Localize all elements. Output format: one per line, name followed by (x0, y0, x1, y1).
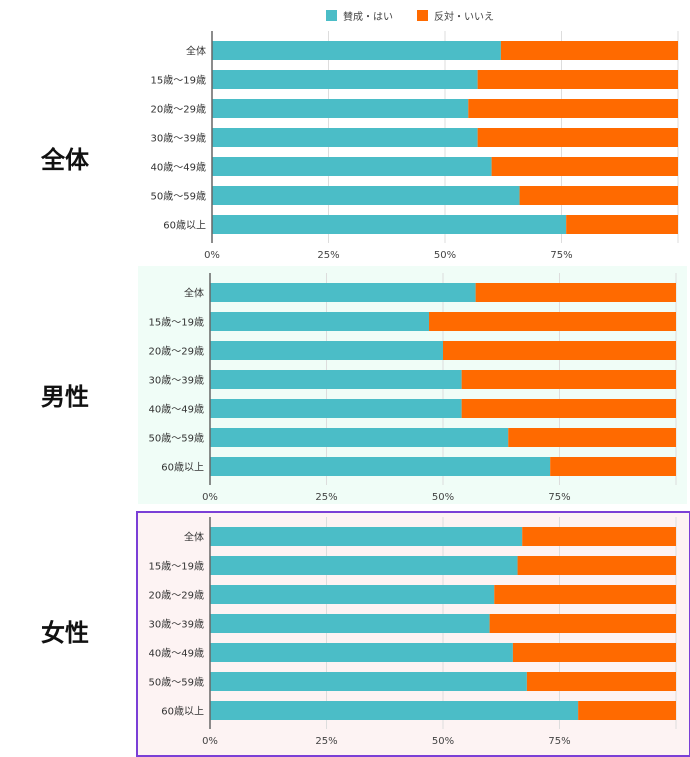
bar-disagree (475, 283, 676, 302)
bar-disagree (477, 128, 678, 147)
legend-label-disagree: 反対・いいえ (434, 12, 494, 23)
bar-agree (210, 614, 490, 633)
bar-disagree (526, 672, 676, 691)
x-tick-label: 0% (204, 250, 220, 261)
bar-agree (210, 341, 443, 360)
bar-disagree (491, 157, 678, 176)
category-label: 60歳以上 (161, 462, 204, 474)
category-label: 40歳～49歳 (151, 162, 206, 174)
x-tick-label: 25% (317, 250, 339, 261)
category-label: 60歳以上 (163, 220, 206, 232)
bar-disagree (578, 701, 676, 720)
x-tick-label: 75% (550, 250, 572, 261)
category-label: 15歳～19歳 (149, 561, 204, 573)
category-label: 30歳～39歳 (151, 133, 206, 145)
group-label-all: 全体 (41, 146, 89, 174)
bar-agree (210, 399, 462, 418)
bar-agree (210, 283, 476, 302)
category-label: 50歳～59歳 (149, 433, 204, 445)
category-label: 20歳～29歳 (149, 346, 204, 358)
bar-disagree (550, 457, 676, 476)
category-label: 60歳以上 (161, 706, 204, 718)
category-label: 20歳～29歳 (149, 590, 204, 602)
bar-agree (210, 585, 495, 604)
bar-agree (210, 527, 523, 546)
category-label: 全体 (184, 287, 204, 300)
bar-agree (210, 457, 551, 476)
legend: 賛成・はい 反対・いいえ (0, 8, 690, 24)
bar-agree (212, 215, 567, 234)
legend-swatch-disagree (417, 10, 428, 21)
category-label: 30歳～39歳 (149, 375, 204, 387)
x-tick-label: 0% (202, 736, 218, 747)
bar-agree (210, 701, 579, 720)
group-label-female: 女性 (41, 619, 89, 647)
bar-agree (210, 312, 430, 331)
bar-disagree (500, 41, 678, 60)
bar-disagree (461, 399, 676, 418)
category-label: 30歳～39歳 (149, 619, 204, 631)
bar-agree (212, 128, 478, 147)
category-label: 20歳～29歳 (151, 104, 206, 116)
bar-agree (210, 672, 527, 691)
legend-swatch-agree (326, 10, 337, 21)
x-tick-label: 75% (548, 736, 570, 747)
bar-disagree (566, 215, 678, 234)
legend-label-agree: 賛成・はい (343, 12, 393, 23)
bar-agree (210, 428, 509, 447)
category-label: 50歳～59歳 (151, 191, 206, 203)
bar-disagree (468, 99, 678, 118)
bar-disagree (517, 556, 676, 575)
bar-agree (210, 370, 462, 389)
bar-disagree (461, 370, 676, 389)
bar-disagree (489, 614, 676, 633)
category-label: 40歳～49歳 (149, 648, 204, 660)
bar-agree (210, 643, 513, 662)
group-label-male: 男性 (41, 383, 89, 411)
x-tick-label: 50% (432, 492, 454, 503)
bar-disagree (519, 186, 678, 205)
bar-disagree (508, 428, 676, 447)
bar-agree (212, 99, 469, 118)
x-tick-label: 0% (202, 492, 218, 503)
x-tick-label: 50% (432, 736, 454, 747)
category-label: 全体 (184, 531, 204, 544)
bar-agree (212, 157, 492, 176)
x-tick-label: 25% (315, 492, 337, 503)
x-tick-label: 75% (548, 492, 570, 503)
chart-all: 全体 15歳～19歳 20歳～29歳 30歳～39歳 40歳～49歳 50歳～59歳 60歳… (151, 31, 679, 261)
category-label: 15歳～19歳 (151, 75, 206, 87)
bar-agree (212, 70, 478, 89)
category-label: 50歳～59歳 (149, 677, 204, 689)
bar-disagree (477, 70, 678, 89)
category-label: 全体 (186, 45, 206, 58)
bar-disagree (522, 527, 676, 546)
bar-disagree (429, 312, 676, 331)
bar-disagree (512, 643, 676, 662)
x-tick-label: 50% (434, 250, 456, 261)
category-label: 15歳～19歳 (149, 317, 204, 329)
legend-item-agree[interactable]: 賛成・はい (326, 8, 393, 23)
category-label: 40歳～49歳 (149, 404, 204, 416)
bar-disagree (494, 585, 676, 604)
bar-agree (210, 556, 518, 575)
legend-item-disagree[interactable]: 反対・いいえ (417, 8, 494, 23)
bar-agree (212, 41, 501, 60)
bar-disagree (443, 341, 676, 360)
x-tick-label: 25% (315, 736, 337, 747)
bar-agree (212, 186, 520, 205)
